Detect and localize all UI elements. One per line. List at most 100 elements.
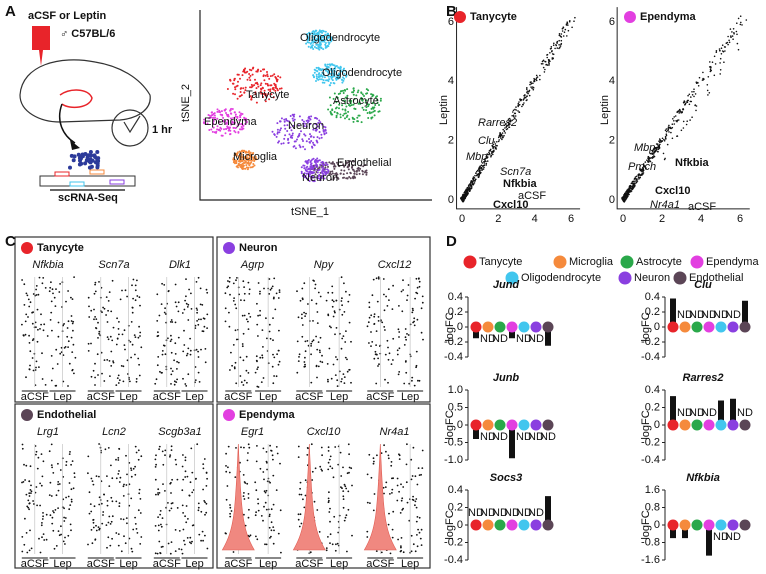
dot <box>55 348 58 351</box>
dot <box>343 483 346 486</box>
dot <box>396 353 399 356</box>
dot <box>161 282 164 285</box>
dot <box>278 289 281 291</box>
dot <box>501 132 504 134</box>
dot <box>278 291 281 293</box>
bar <box>670 298 676 327</box>
dot <box>157 524 160 527</box>
dot <box>321 454 323 457</box>
dot <box>35 360 38 363</box>
dot <box>308 41 310 44</box>
dot <box>55 545 58 547</box>
dot <box>302 122 305 125</box>
dot <box>324 129 326 132</box>
dot <box>39 504 41 507</box>
dot <box>327 497 330 500</box>
frame <box>14 403 214 569</box>
dot <box>268 98 271 101</box>
dot <box>284 127 287 130</box>
dot <box>25 376 27 379</box>
dot <box>202 488 205 491</box>
dot <box>330 377 333 380</box>
y-tick-label: 6 <box>448 16 454 28</box>
dot <box>327 108 330 111</box>
dot <box>51 522 54 525</box>
box-title: Neuron <box>239 242 278 254</box>
dot <box>383 309 386 312</box>
dot <box>31 357 34 359</box>
dot <box>245 121 248 123</box>
dot <box>269 481 271 484</box>
dot <box>415 350 418 353</box>
dot <box>670 127 672 130</box>
dot <box>52 472 55 474</box>
dot <box>336 542 339 545</box>
dot <box>314 467 317 470</box>
dot <box>724 46 727 48</box>
dot <box>246 381 248 384</box>
dot <box>470 187 473 190</box>
dot <box>655 147 657 150</box>
gene-label: Cxcl10 <box>493 199 528 211</box>
dot <box>197 350 200 353</box>
dot <box>259 309 261 312</box>
dot <box>35 326 37 329</box>
dot <box>315 80 317 82</box>
dot <box>260 515 263 517</box>
dot <box>316 141 319 144</box>
dot <box>348 99 351 102</box>
dot <box>243 492 245 494</box>
dot <box>323 81 326 84</box>
dot <box>50 300 53 303</box>
dot <box>299 481 302 484</box>
dot <box>231 364 234 367</box>
y-tick-label: -1.6 <box>641 554 660 566</box>
dot <box>300 166 303 169</box>
dot <box>333 73 336 76</box>
dot <box>25 313 28 316</box>
dot <box>373 114 376 117</box>
dot <box>348 176 351 178</box>
dot <box>346 94 349 97</box>
dot <box>156 293 159 296</box>
dot <box>307 175 310 178</box>
dot <box>188 288 191 291</box>
dot <box>559 46 561 49</box>
dot <box>405 481 408 484</box>
category-marker <box>530 519 542 531</box>
dot <box>708 92 711 94</box>
dot <box>350 381 352 384</box>
dot <box>569 20 571 22</box>
dot <box>246 482 249 485</box>
dot <box>730 36 732 39</box>
dot <box>160 523 162 526</box>
bar <box>670 396 676 425</box>
dot <box>212 112 215 115</box>
dot <box>31 311 33 314</box>
dot <box>335 356 337 358</box>
dot <box>345 177 348 180</box>
dot <box>57 481 60 483</box>
dot <box>635 178 638 180</box>
dot <box>403 344 406 346</box>
dot <box>334 67 336 70</box>
dot <box>100 502 103 505</box>
dot <box>271 454 274 457</box>
dot <box>87 158 91 163</box>
dot <box>140 455 143 458</box>
dot <box>242 87 245 90</box>
y-tick-label: -0.4 <box>641 351 660 363</box>
dot <box>370 107 373 110</box>
dot <box>71 322 74 325</box>
nd-label: ND <box>725 531 741 543</box>
dot <box>518 111 521 113</box>
dot <box>392 337 395 340</box>
dot <box>68 362 71 365</box>
dot <box>87 472 89 475</box>
dot <box>315 176 318 179</box>
category-marker <box>494 419 506 431</box>
dot <box>263 287 265 290</box>
dot <box>222 116 225 119</box>
dot <box>335 543 337 546</box>
dot <box>642 170 644 173</box>
